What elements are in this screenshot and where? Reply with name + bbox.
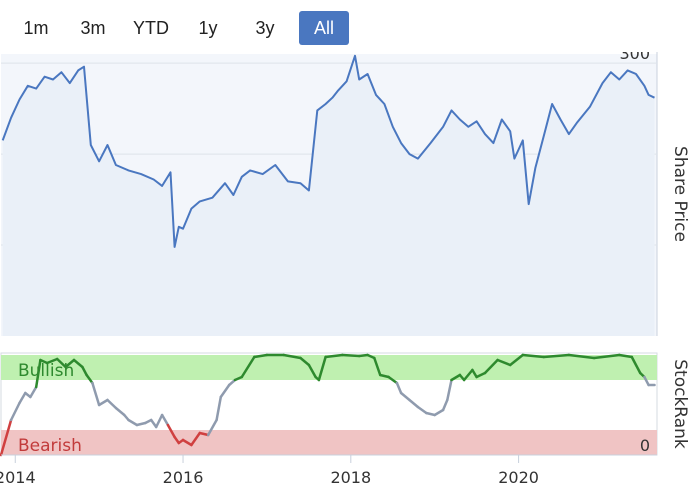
stockrank-line-segment: [395, 381, 403, 395]
stockrank-line-segment: [475, 371, 487, 379]
stockrank-line-segment: [127, 418, 139, 427]
stockrank-line-segment: [160, 413, 170, 427]
stockrank-line-segment: [521, 353, 546, 359]
range-3y-button[interactable]: 3y: [255, 18, 275, 38]
range-selector: 1m 3m YTD 1y 3y All: [0, 0, 695, 52]
stockrank-line-segment: [542, 353, 571, 359]
stockrank-line-segment: [450, 373, 462, 382]
stockrank-line-segment: [81, 365, 88, 377]
stockrank-line-segment: [9, 401, 21, 422]
stockrank-line-segment: [592, 353, 621, 360]
stockrank-line-segment: [471, 368, 478, 379]
range-ytd-button[interactable]: YTD: [133, 18, 169, 38]
stockrank-line-segment: [219, 383, 231, 399]
price-y-axis-label: Share Price: [670, 146, 690, 242]
x-tick-label: 2014: [0, 468, 36, 487]
stockrank-line-segment: [154, 413, 164, 429]
stockrank-line-segment: [408, 398, 420, 409]
stockrank-line-segment: [227, 378, 237, 387]
range-1m-button[interactable]: 1m: [23, 18, 49, 38]
stockrank-line-segment: [29, 385, 38, 399]
stockrank-line-segment: [299, 356, 311, 367]
x-axis-ticks: 2014 2016 2018 2020: [0, 455, 539, 487]
stockrank-line-segment: [483, 358, 499, 375]
stockrank-line-segment: [18, 391, 27, 405]
stockrank-line-segment: [253, 353, 269, 359]
stockrank-line-segment: [441, 398, 449, 412]
stockrank-line-segment: [446, 378, 453, 402]
stockrank-line-segment: [97, 398, 109, 407]
x-tick-label: 2016: [163, 468, 204, 487]
bullish-band: [1, 355, 657, 380]
price-y-tick-label: 300: [619, 52, 650, 63]
bearish-band-label: Bearish: [18, 436, 82, 456]
stockrank-line-segment: [341, 353, 361, 358]
stockrank-line-segment: [64, 358, 76, 369]
stockrank-line-segment: [317, 355, 327, 382]
stockrank-line-segment: [399, 391, 411, 402]
stockrank-line-segment: [91, 381, 101, 407]
stockrank-line-segment: [215, 395, 223, 422]
price-area: [2, 55, 655, 337]
stockrank-line-segment: [462, 368, 474, 382]
x-tick-label: 2018: [330, 468, 371, 487]
stockrank-series: [0, 353, 656, 457]
stockrank-line-segment: [198, 431, 210, 437]
stockrank-line-segment: [34, 358, 42, 389]
stockrank-line-segment: [416, 405, 428, 415]
stockrank-line-segment: [643, 375, 650, 387]
stockrank-line-segment: [433, 408, 445, 417]
range-3m-button[interactable]: 3m: [80, 18, 106, 38]
stockrank-y-ticks: 0: [640, 436, 650, 455]
stockrank-line-segment: [508, 353, 525, 367]
stockrank-line-segment: [45, 357, 59, 365]
stockrank-line-segment: [496, 358, 512, 367]
stockrank-line-segment: [630, 355, 642, 375]
stockrank-line-segment: [85, 373, 94, 385]
stockrank-line-segment: [567, 353, 596, 360]
stockrank-line-segment: [357, 353, 369, 358]
range-1y-button[interactable]: 1y: [198, 18, 218, 38]
stockrank-line-segment: [106, 398, 118, 410]
stockrank-line-segment: [181, 438, 193, 447]
stockrank-line-segment: [114, 406, 126, 417]
price-series-line: [1, 54, 655, 248]
stockrank-line-segment: [425, 411, 436, 417]
stockrank-line-segment: [373, 356, 382, 377]
stockrank-line-segment: [166, 423, 176, 439]
stockrank-line-segment: [55, 357, 67, 369]
stockrank-line-segment: [282, 353, 302, 360]
stockrank-line-segment: [0, 418, 13, 457]
stockrank-line-segment: [72, 358, 84, 369]
stockrank-line-segment: [149, 418, 158, 429]
stockrank-line-segment: [206, 418, 218, 437]
stockrank-line-segment: [190, 431, 202, 447]
stockrank-line-segment: [378, 373, 390, 379]
stock-chart: 0100200300 Share Price Bullish Bearish 0…: [0, 52, 690, 487]
stockrank-line-segment: [324, 353, 344, 359]
stockrank-line-segment: [135, 421, 147, 427]
range-all-button[interactable]: All: [299, 11, 349, 45]
bearish-band: [1, 430, 657, 455]
stockrank-line-segment: [387, 375, 399, 385]
x-tick-label: 2020: [498, 468, 539, 487]
stockrank-y-axis-label: StockRank: [670, 359, 690, 449]
bullish-band-label: Bullish: [18, 361, 74, 381]
stockrank-line-segment: [618, 353, 634, 359]
stockrank-line-segment: [307, 363, 317, 379]
stockrank-line-segment: [240, 355, 256, 379]
stockrank-y-tick-label: 0: [640, 436, 650, 455]
